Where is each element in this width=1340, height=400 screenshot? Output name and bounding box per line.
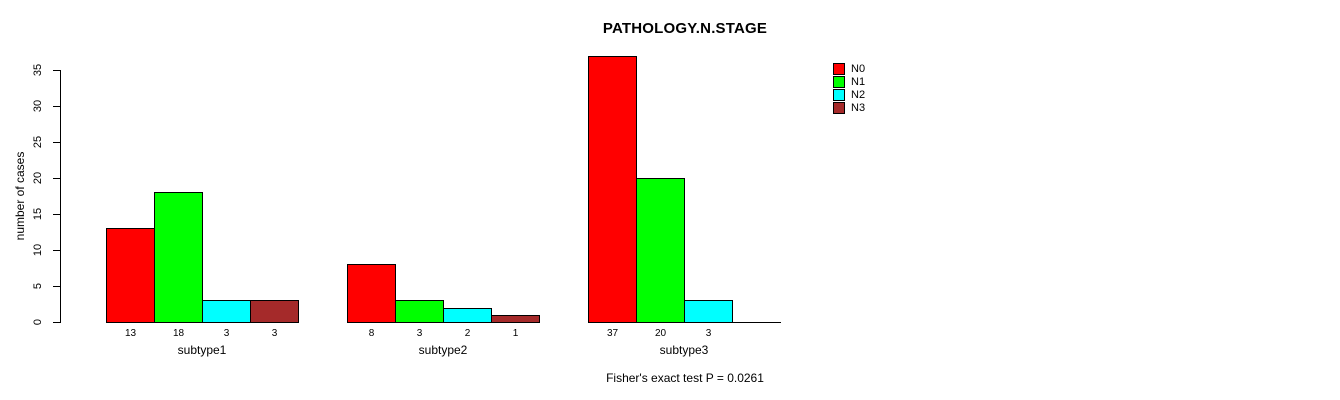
y-tick-label: 35 <box>32 63 44 77</box>
bar-value-label: 2 <box>464 328 471 339</box>
bar-value-label: 13 <box>124 328 137 339</box>
bar-value-label: 3 <box>271 328 278 339</box>
bar-subtype2-N2 <box>443 308 492 323</box>
bar-subtype2-N3 <box>491 315 540 323</box>
y-tick-label: 5 <box>32 282 44 290</box>
bar-subtype3-N1 <box>636 178 685 323</box>
bar-subtype1-N2 <box>202 300 251 323</box>
y-axis-tick <box>53 286 61 287</box>
legend-label: N3 <box>851 102 866 114</box>
bar-subtype2-N0 <box>347 264 396 323</box>
bar-subtype1-N3 <box>250 300 299 323</box>
stat-annotation: Fisher's exact test P = 0.0261 <box>606 371 764 385</box>
bar-value-label: 18 <box>172 328 185 339</box>
y-axis-tick <box>53 70 61 71</box>
bar-value-label: 3 <box>416 328 423 339</box>
chart-title: PATHOLOGY.N.STAGE <box>602 20 768 37</box>
bar-subtype1-N1 <box>154 192 203 323</box>
legend-row: N1 <box>833 76 865 88</box>
y-axis-tick <box>53 178 61 179</box>
y-tick-label: 30 <box>32 99 44 113</box>
bar-value-label: 20 <box>654 328 667 339</box>
legend-swatch-N0 <box>833 63 845 75</box>
y-axis-tick <box>53 322 61 323</box>
y-axis-tick <box>53 214 61 215</box>
legend: N0 N1 N2 N3 <box>833 63 865 115</box>
y-tick-label: 10 <box>32 243 44 257</box>
y-axis-tick <box>53 250 61 251</box>
x-category-label: subtype1 <box>177 343 227 357</box>
bar-value-label: 37 <box>606 328 619 339</box>
x-category-label: subtype3 <box>659 343 709 357</box>
y-axis-label: number of cases <box>13 151 27 241</box>
bar-value-label: 3 <box>223 328 230 339</box>
legend-row: N2 <box>833 89 865 101</box>
y-tick-label: 0 <box>32 318 44 326</box>
y-tick-label: 20 <box>32 171 44 185</box>
y-axis-tick <box>53 106 61 107</box>
bar-value-label: 8 <box>368 328 375 339</box>
x-category-label: subtype2 <box>418 343 468 357</box>
legend-label: N2 <box>851 89 866 101</box>
bar-value-label: 1 <box>512 328 519 339</box>
bar-subtype3-N3 <box>732 322 781 323</box>
legend-swatch-N1 <box>833 76 845 88</box>
bar-subtype3-N2 <box>684 300 733 323</box>
y-axis-line <box>60 70 61 323</box>
y-tick-label: 25 <box>32 135 44 149</box>
bar-value-label: 3 <box>705 328 712 339</box>
legend-label: N1 <box>851 76 866 88</box>
bar-subtype3-N0 <box>588 56 637 323</box>
legend-swatch-N3 <box>833 102 845 114</box>
bar-subtype1-N0 <box>106 228 155 323</box>
y-axis-tick <box>53 142 61 143</box>
legend-row: N3 <box>833 102 865 114</box>
legend-label: N0 <box>851 63 866 75</box>
bar-subtype2-N1 <box>395 300 444 323</box>
y-tick-label: 15 <box>32 207 44 221</box>
legend-row: N0 <box>833 63 865 75</box>
legend-swatch-N2 <box>833 89 845 101</box>
